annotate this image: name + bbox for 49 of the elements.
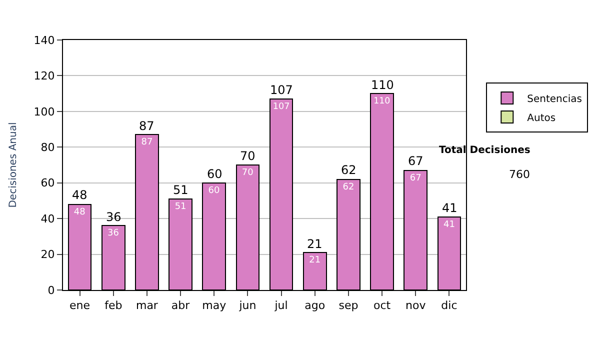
x-tick-label: may (202, 299, 227, 312)
x-tick-label: dic (441, 299, 458, 312)
total-label: 110 (371, 78, 394, 92)
text: 760 (509, 168, 530, 181)
data-label: 21 (309, 256, 321, 266)
y-tick-label: 40 (40, 212, 55, 226)
data-label: 41 (443, 220, 455, 230)
x-tick-label: jul (274, 299, 288, 312)
x-tick-label: jun (238, 299, 256, 312)
legend-label: Autos (527, 112, 556, 124)
data-label: 67 (410, 173, 422, 184)
data-label: 60 (208, 186, 220, 196)
x-tick-label: feb (104, 299, 122, 312)
x-tick-label: ago (304, 299, 326, 312)
x-tick-label: nov (406, 299, 426, 312)
data-label: 51 (174, 202, 186, 212)
y-tick-label: 20 (40, 248, 55, 262)
data-label: 110 (374, 96, 390, 106)
x-tick-label: mar (136, 299, 158, 312)
total-label: 60 (207, 167, 222, 181)
annotation: Total Decisiones (439, 145, 530, 156)
data-label: 107 (272, 102, 290, 112)
total-label: 48 (72, 188, 88, 202)
x-tick-label: abr (171, 299, 190, 312)
data-label: 36 (108, 228, 120, 239)
data-label: 62 (342, 182, 354, 192)
data-label: 87 (141, 138, 153, 148)
total-label: 41 (442, 201, 458, 215)
y-tick-label: 80 (40, 140, 55, 154)
total-label: 62 (341, 163, 356, 177)
total-label: 107 (270, 83, 293, 97)
legend-label: Sentencias (527, 94, 582, 105)
data-label: 70 (242, 168, 254, 178)
y-tick-label: 100 (34, 105, 55, 118)
y-axis-title: Decisiones Anual (8, 122, 19, 208)
total-label: 51 (173, 183, 188, 197)
x-tick-label: ene (70, 299, 90, 312)
total-label: 70 (240, 149, 256, 163)
y-tick-label: 0 (48, 284, 55, 297)
y-tick-label: 60 (40, 176, 55, 190)
total-label: 21 (307, 237, 322, 251)
x-tick-label: oct (373, 299, 392, 312)
data-label: 48 (74, 207, 86, 218)
x-tick-label: sep (338, 299, 358, 312)
total-label: 67 (408, 154, 424, 168)
total-label: 87 (139, 119, 154, 133)
y-tick-label: 140 (34, 34, 55, 47)
y-tick-label: 120 (34, 70, 55, 83)
total-label: 36 (106, 210, 122, 224)
